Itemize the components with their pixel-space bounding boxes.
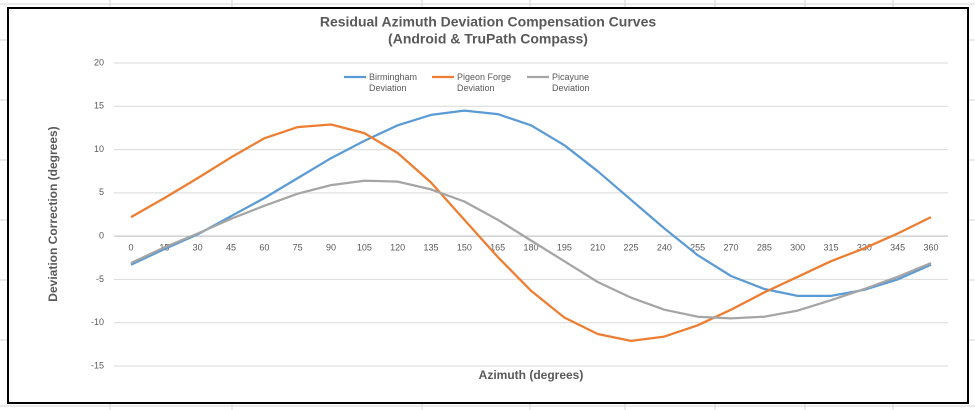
x-tick-label: 285 (757, 243, 772, 253)
y-tick-label: 0 (99, 231, 104, 241)
x-tick-label: 225 (623, 243, 638, 253)
x-tick-label: 315 (823, 243, 838, 253)
x-tick-label: 360 (923, 243, 938, 253)
series-line (130, 123, 932, 343)
y-axis-title: Deviation Correction (degrees) (46, 126, 60, 301)
x-tick-label: 300 (790, 243, 805, 253)
y-tick-label: 15 (94, 101, 104, 111)
x-tick-label: 255 (690, 243, 705, 253)
x-tick-label: 150 (457, 243, 472, 253)
x-tick-label: 45 (226, 243, 236, 253)
y-tick-label: -10 (91, 317, 104, 327)
y-tick-label: -5 (96, 274, 104, 284)
legend-label: Picayune Deviation (552, 72, 590, 93)
x-tick-label: 30 (193, 243, 203, 253)
y-tick-label: 5 (99, 187, 104, 197)
x-tick-label: 165 (490, 243, 505, 253)
x-tick-label: 60 (259, 243, 269, 253)
x-tick-label: 75 (293, 243, 303, 253)
x-axis-title: Azimuth (degrees) (479, 368, 584, 382)
y-tick-label: 20 (94, 57, 104, 67)
chart-frame (7, 7, 969, 404)
x-tick-label: 120 (390, 243, 405, 253)
series-line (130, 179, 932, 320)
legend-label: Birmingham Deviation (369, 72, 418, 93)
x-tick-label: 240 (657, 243, 672, 253)
legend-label: Pigeon Forge Deviation (457, 72, 512, 93)
x-tick-label: 270 (723, 243, 738, 253)
x-tick-label: 105 (357, 243, 372, 253)
x-tick-label: 180 (523, 243, 538, 253)
x-tick-label: 210 (590, 243, 605, 253)
chart-title: Residual Azimuth Deviation Compensation … (320, 14, 657, 30)
x-tick-label: 195 (557, 243, 572, 253)
x-tick-label: 345 (890, 243, 905, 253)
chart-subtitle: (Android & TruPath Compass) (388, 31, 588, 47)
series-line (130, 109, 932, 298)
x-tick-label: 135 (423, 243, 438, 253)
y-tick-label: -15 (91, 360, 104, 370)
x-tick-label: 0 (128, 243, 133, 253)
y-tick-label: 10 (94, 144, 104, 154)
x-tick-label: 90 (326, 243, 336, 253)
